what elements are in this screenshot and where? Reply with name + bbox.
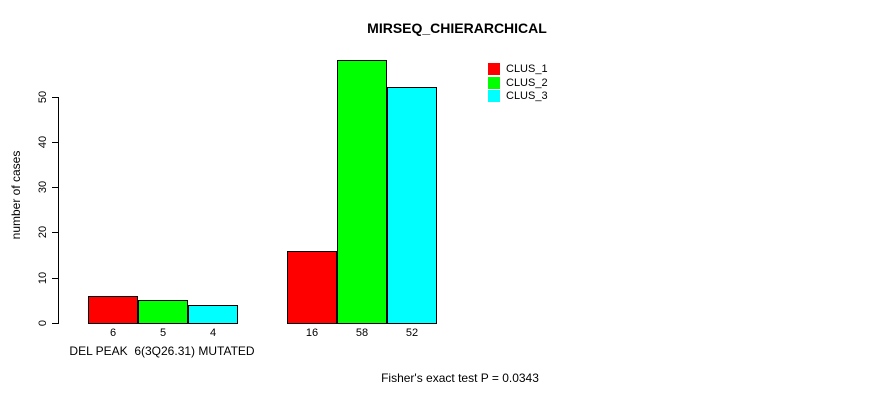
legend-swatch-clus_2: [488, 76, 500, 89]
legend-item-clus_3: CLUS_3: [488, 89, 548, 103]
bar-value-label: 16: [305, 327, 319, 339]
legend-label: CLUS_3: [506, 90, 548, 103]
bar-value-label: 58: [355, 327, 369, 339]
bar-value-label: 5: [159, 327, 167, 339]
y-axis-tick-label: 20: [37, 226, 49, 239]
y-axis-tick-label: 40: [37, 135, 49, 148]
x-axis-group-label: DEL PEAK 6(3Q26.31) MUTATED: [69, 344, 255, 358]
bar-value-label: 6: [109, 327, 117, 339]
y-axis-tick: [52, 323, 58, 324]
y-axis-tick-label: 0: [37, 319, 49, 327]
y-axis-tick: [52, 232, 58, 234]
chart-title: MIRSEQ_CHIERARCHICAL: [367, 20, 547, 36]
y-axis-tick: [52, 96, 58, 98]
y-axis-line: [58, 96, 59, 324]
legend-swatch-clus_3: [488, 90, 500, 103]
y-axis-tick: [52, 187, 58, 189]
y-axis-tick-label: 50: [37, 90, 49, 103]
bar-clus_3-group1: [188, 304, 238, 324]
bar-value-label: 52: [405, 327, 419, 339]
legend-swatch-clus_1: [488, 62, 500, 75]
y-axis-title: number of cases: [9, 150, 23, 240]
y-axis-tick-label: 10: [37, 271, 49, 284]
bar-clus_1-group1: [88, 295, 138, 324]
legend-item-clus_1: CLUS_1: [488, 62, 548, 76]
fisher-test-annotation: Fisher's exact test P = 0.0343: [381, 371, 539, 385]
bar-clus_1-group2: [287, 250, 337, 324]
bar-clus_2-group1: [138, 300, 188, 324]
legend-label: CLUS_1: [506, 62, 548, 75]
bar-clus_2-group2: [337, 60, 387, 324]
bar-clus_3-group2: [387, 87, 437, 324]
legend-item-clus_2: CLUS_2: [488, 76, 548, 90]
legend: CLUS_1 CLUS_2 CLUS_3: [488, 62, 548, 103]
y-axis-tick-label: 30: [37, 180, 49, 194]
y-axis-tick: [52, 277, 58, 279]
y-axis-tick: [52, 141, 58, 143]
bar-value-label: 4: [209, 327, 217, 339]
legend-label: CLUS_2: [506, 76, 548, 89]
